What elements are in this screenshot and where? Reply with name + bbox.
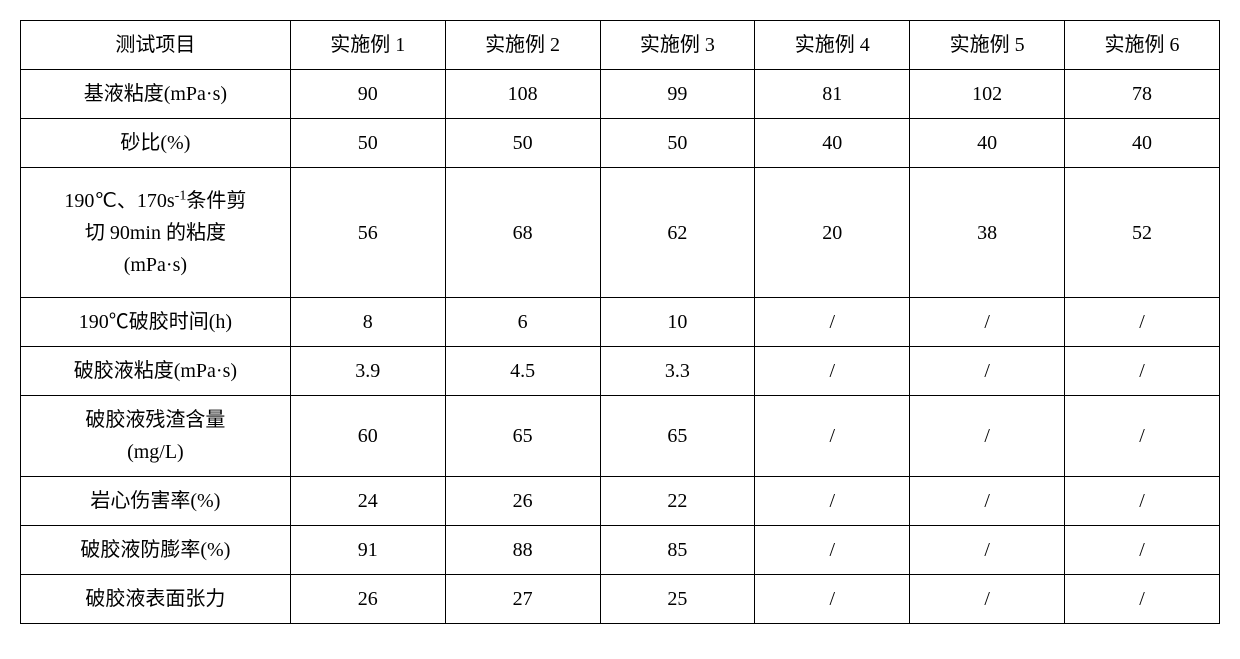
- table-row: 190℃破胶时间(h) 8 6 10 / / /: [21, 298, 1220, 347]
- table-row: 破胶液残渣含量(mg/L) 60 65 65 / / /: [21, 396, 1220, 477]
- cell-value: /: [755, 526, 910, 575]
- cell-value: 4.5: [445, 347, 600, 396]
- cell-value: 38: [910, 168, 1065, 298]
- table-row: 190℃、170s-1条件剪切 90min 的粘度(mPa·s) 56 68 6…: [21, 168, 1220, 298]
- cell-value: /: [1065, 347, 1220, 396]
- cell-value: 8: [290, 298, 445, 347]
- cell-value: 26: [290, 575, 445, 624]
- row-label: 砂比(%): [21, 119, 291, 168]
- row-label: 基液粘度(mPa·s): [21, 70, 291, 119]
- cell-value: 65: [600, 396, 755, 477]
- table-header-row: 测试项目 实施例 1 实施例 2 实施例 3 实施例 4 实施例 5 实施例 6: [21, 21, 1220, 70]
- cell-value: /: [910, 575, 1065, 624]
- cell-value: /: [755, 347, 910, 396]
- cell-value: 50: [290, 119, 445, 168]
- cell-value: 56: [290, 168, 445, 298]
- cell-value: /: [1065, 298, 1220, 347]
- cell-value: /: [1065, 575, 1220, 624]
- cell-value: 81: [755, 70, 910, 119]
- cell-value: 50: [445, 119, 600, 168]
- cell-value: 6: [445, 298, 600, 347]
- cell-value: 102: [910, 70, 1065, 119]
- cell-value: 108: [445, 70, 600, 119]
- cell-value: 62: [600, 168, 755, 298]
- row-label: 破胶液防膨率(%): [21, 526, 291, 575]
- cell-value: /: [910, 526, 1065, 575]
- cell-value: 20: [755, 168, 910, 298]
- cell-value: /: [910, 298, 1065, 347]
- cell-value: 65: [445, 396, 600, 477]
- cell-value: 85: [600, 526, 755, 575]
- table-row: 基液粘度(mPa·s) 90 108 99 81 102 78: [21, 70, 1220, 119]
- cell-value: /: [910, 347, 1065, 396]
- cell-value: 25: [600, 575, 755, 624]
- cell-value: 50: [600, 119, 755, 168]
- table-row: 破胶液粘度(mPa·s) 3.9 4.5 3.3 / / /: [21, 347, 1220, 396]
- cell-value: /: [755, 477, 910, 526]
- row-label: 破胶液表面张力: [21, 575, 291, 624]
- header-example-5: 实施例 5: [910, 21, 1065, 70]
- cell-value: /: [755, 298, 910, 347]
- header-example-2: 实施例 2: [445, 21, 600, 70]
- table-row: 破胶液防膨率(%) 91 88 85 / / /: [21, 526, 1220, 575]
- cell-value: /: [1065, 396, 1220, 477]
- cell-value: 40: [1065, 119, 1220, 168]
- header-example-3: 实施例 3: [600, 21, 755, 70]
- cell-value: /: [1065, 526, 1220, 575]
- cell-value: 24: [290, 477, 445, 526]
- cell-value: /: [755, 575, 910, 624]
- cell-value: 68: [445, 168, 600, 298]
- cell-value: 22: [600, 477, 755, 526]
- cell-value: /: [910, 396, 1065, 477]
- header-example-6: 实施例 6: [1065, 21, 1220, 70]
- cell-value: 3.3: [600, 347, 755, 396]
- cell-value: 88: [445, 526, 600, 575]
- cell-value: 10: [600, 298, 755, 347]
- cell-value: /: [1065, 477, 1220, 526]
- cell-value: 40: [910, 119, 1065, 168]
- row-label: 破胶液残渣含量(mg/L): [21, 396, 291, 477]
- header-example-4: 实施例 4: [755, 21, 910, 70]
- cell-value: 91: [290, 526, 445, 575]
- data-table: 测试项目 实施例 1 实施例 2 实施例 3 实施例 4 实施例 5 实施例 6…: [20, 20, 1220, 624]
- cell-value: 3.9: [290, 347, 445, 396]
- header-test-item: 测试项目: [21, 21, 291, 70]
- table-body: 基液粘度(mPa·s) 90 108 99 81 102 78 砂比(%) 50…: [21, 70, 1220, 624]
- row-label: 190℃、170s-1条件剪切 90min 的粘度(mPa·s): [21, 168, 291, 298]
- header-example-1: 实施例 1: [290, 21, 445, 70]
- row-label: 岩心伤害率(%): [21, 477, 291, 526]
- cell-value: 78: [1065, 70, 1220, 119]
- cell-value: 60: [290, 396, 445, 477]
- cell-value: 26: [445, 477, 600, 526]
- row-label: 破胶液粘度(mPa·s): [21, 347, 291, 396]
- table-row: 岩心伤害率(%) 24 26 22 / / /: [21, 477, 1220, 526]
- table-row: 砂比(%) 50 50 50 40 40 40: [21, 119, 1220, 168]
- cell-value: 27: [445, 575, 600, 624]
- row-label: 190℃破胶时间(h): [21, 298, 291, 347]
- cell-value: 99: [600, 70, 755, 119]
- cell-value: /: [755, 396, 910, 477]
- table-row: 破胶液表面张力 26 27 25 / / /: [21, 575, 1220, 624]
- cell-value: 40: [755, 119, 910, 168]
- cell-value: /: [910, 477, 1065, 526]
- cell-value: 52: [1065, 168, 1220, 298]
- cell-value: 90: [290, 70, 445, 119]
